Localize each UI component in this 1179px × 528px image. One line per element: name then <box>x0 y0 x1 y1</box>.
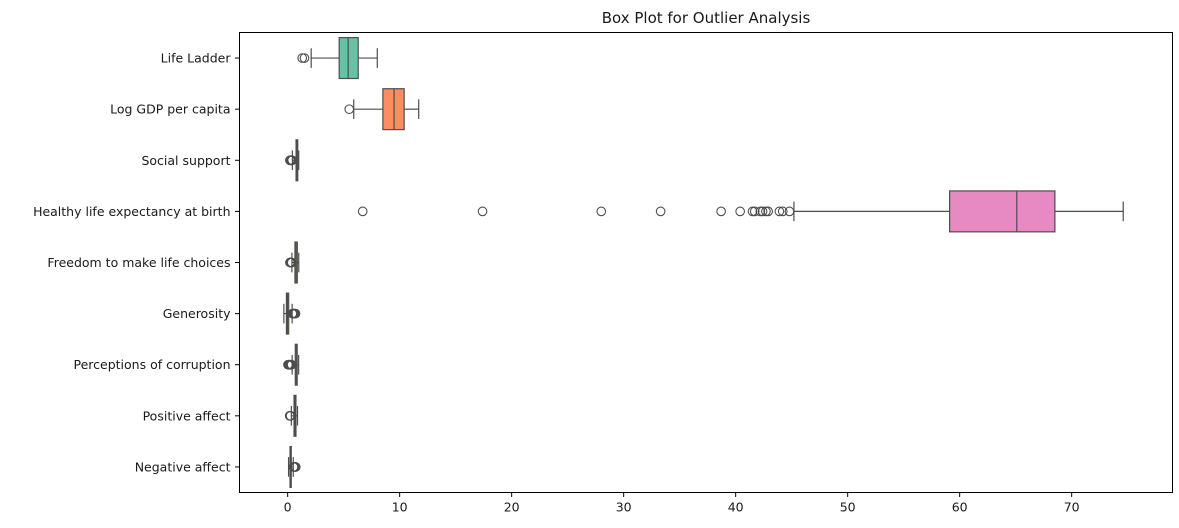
box-group <box>298 38 377 79</box>
y-tick-label: Life Ladder <box>161 51 232 66</box>
y-tick-label: Generosity <box>163 306 231 321</box>
x-tick-label: 40 <box>728 500 744 515</box>
x-tick-label: 50 <box>840 500 856 515</box>
y-tick-label: Social support <box>141 153 230 168</box>
outlier-point <box>478 207 487 216</box>
box-group <box>285 395 297 436</box>
outlier-point <box>597 207 606 216</box>
x-tick-label: 30 <box>616 500 632 515</box>
y-tick-label: Healthy life expectancy at birth <box>33 204 230 219</box>
x-tick-label: 10 <box>392 500 408 515</box>
iqr-box <box>950 191 1055 232</box>
x-tick-label: 70 <box>1064 500 1080 515</box>
outlier-point <box>717 207 726 216</box>
box-group <box>289 447 300 488</box>
box-group <box>358 191 1123 232</box>
outlier-point <box>345 105 354 114</box>
box-group <box>345 89 419 130</box>
outlier-point <box>656 207 665 216</box>
outlier-point <box>358 207 367 216</box>
x-tick-label: 20 <box>504 500 520 515</box>
x-tick-label: 60 <box>952 500 968 515</box>
outlier-point <box>785 207 794 216</box>
y-tick-label: Positive affect <box>143 408 231 423</box>
y-tick-label: Freedom to make life choices <box>47 255 230 270</box>
y-tick-label: Negative affect <box>135 459 231 474</box>
box-group <box>286 140 299 181</box>
y-tick-label: Perceptions of corruption <box>74 357 231 372</box>
box-group <box>286 242 299 283</box>
plot-area <box>284 38 1124 488</box>
y-tick-label: Log GDP per capita <box>110 102 230 117</box>
box-group <box>284 344 299 385</box>
box-group <box>284 293 300 334</box>
plot-frame <box>240 33 1173 493</box>
outlier-point <box>736 207 745 216</box>
chart-title: Box Plot for Outlier Analysis <box>602 9 811 27</box>
x-tick-label: 0 <box>284 500 292 515</box>
